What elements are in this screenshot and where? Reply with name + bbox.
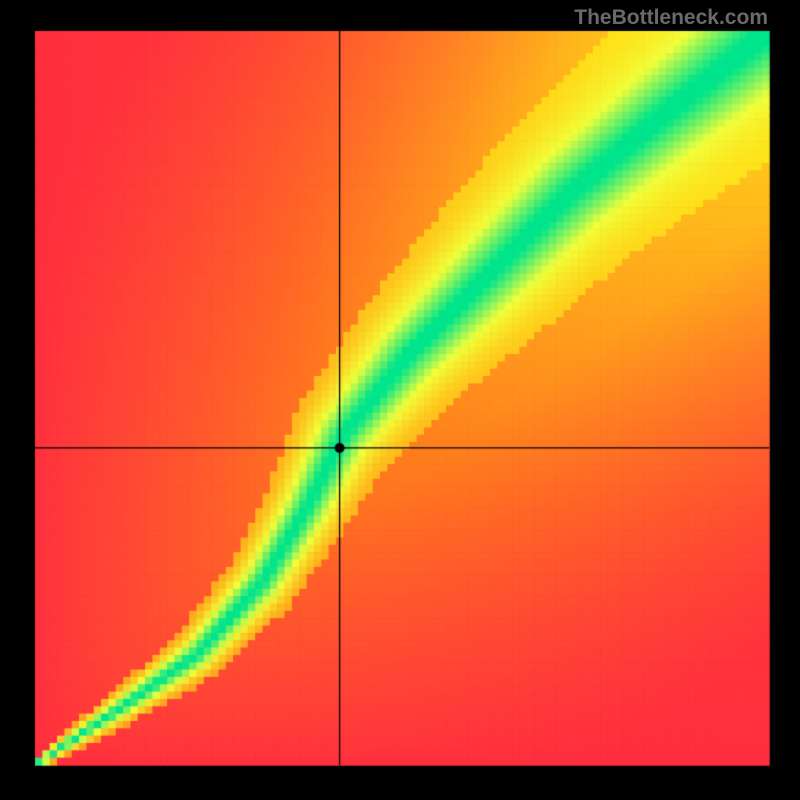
attribution-text: TheBottleneck.com	[574, 6, 768, 30]
bottleneck-heatmap	[0, 0, 800, 800]
